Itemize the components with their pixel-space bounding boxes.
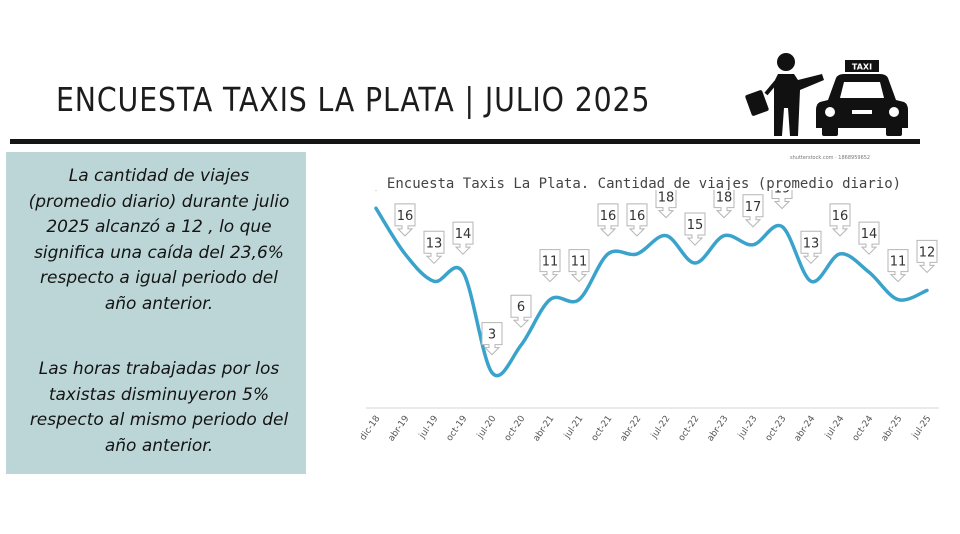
- data-label: 18: [655, 190, 677, 219]
- data-label-text: 19: [774, 190, 791, 197]
- x-tick-label: jul-24: [823, 414, 846, 442]
- data-label-callout: [423, 230, 445, 265]
- data-label: 13: [800, 230, 822, 265]
- x-tick-label: oct-22: [677, 414, 702, 443]
- data-label-text: 11: [890, 255, 907, 270]
- data-label-text: 18: [658, 191, 675, 206]
- x-tick-label: jul-25: [910, 414, 933, 441]
- data-label-text: 14: [861, 227, 878, 242]
- x-tick-label: jul-20: [475, 414, 498, 442]
- data-label-callout: [916, 239, 938, 274]
- page-title: ENCUESTA TAXIS LA PLATA | JULIO 2025: [56, 80, 651, 119]
- data-label-text: 17: [745, 200, 762, 215]
- data-label-callout: [887, 249, 909, 283]
- data-label-text: 18: [716, 191, 733, 206]
- x-tick-label: abr-19: [387, 414, 412, 444]
- data-label: 15: [684, 212, 706, 246]
- x-tick-label: oct-23: [764, 414, 789, 443]
- x-tick-label: jul-22: [649, 414, 672, 441]
- data-label-callout: [452, 221, 474, 255]
- data-label-text: 16: [629, 209, 646, 224]
- data-label-text: 3: [488, 328, 496, 343]
- summary-hours-text: Las horas trabajadas por los taxistas di…: [29, 359, 289, 456]
- x-tick-label: jul-23: [736, 414, 759, 441]
- data-label-callout: [394, 203, 416, 237]
- data-label: 18: [713, 190, 735, 219]
- data-label: 19: [771, 190, 793, 210]
- data-label-callout: [481, 322, 503, 356]
- data-label: 12: [916, 239, 938, 274]
- x-tick-label: abr-22: [619, 414, 644, 444]
- data-label: 16: [394, 203, 416, 237]
- data-label-callout: [510, 294, 532, 328]
- x-tick-label: abr-25: [880, 414, 905, 444]
- series-line: [374, 206, 929, 378]
- data-label-text: 12: [919, 245, 936, 260]
- data-label: 13: [423, 230, 445, 265]
- data-label: 14: [858, 221, 880, 255]
- data-label: 3: [481, 322, 503, 356]
- data-label: 11: [568, 249, 590, 283]
- header-divider: [10, 139, 920, 144]
- x-tick-label: jul-19: [417, 414, 440, 442]
- data-label: 14: [452, 221, 474, 255]
- trips-line-chart: 21161314361111161618151817191316141112di…: [358, 190, 939, 444]
- x-tick-label: oct-20: [503, 414, 528, 443]
- data-label-callout: [713, 190, 735, 219]
- data-label-text: 16: [832, 209, 849, 224]
- data-label: 11: [539, 249, 561, 283]
- data-label-text: 15: [687, 218, 704, 233]
- data-label: 16: [626, 203, 648, 237]
- x-tick-label: oct-19: [445, 414, 470, 443]
- taxi-passenger-icon: TAXI: [745, 53, 908, 136]
- data-label-callout: [626, 203, 648, 237]
- data-label-callout: [655, 190, 677, 219]
- data-label-text: 11: [571, 255, 588, 270]
- taxi-sign-text: TAXI: [852, 63, 872, 72]
- watermark: shutterstock.com · 1868959652: [790, 155, 871, 161]
- x-tick-label: oct-21: [590, 414, 615, 443]
- data-label-text: 13: [426, 236, 443, 251]
- data-label: 11: [887, 249, 909, 283]
- data-label: 6: [510, 294, 532, 328]
- data-label: 16: [597, 203, 619, 237]
- summary-trips-text: La cantidad de viajes (promedio diario) …: [28, 166, 290, 314]
- data-label-callout: [800, 230, 822, 265]
- data-label-text: 16: [600, 209, 617, 224]
- data-label-text: 13: [803, 236, 820, 251]
- chart-title: Encuesta Taxis La Plata. Cantidad de via…: [386, 176, 902, 192]
- data-label-callout: [539, 249, 561, 283]
- x-tick-label: dic-18: [358, 414, 382, 443]
- data-label-text: 14: [455, 227, 472, 242]
- data-label-callout: [684, 212, 706, 246]
- x-tick-label: oct-24: [851, 414, 876, 443]
- data-label-callout: [597, 203, 619, 237]
- x-tick-label: abr-23: [706, 414, 731, 444]
- data-label: 17: [742, 194, 764, 228]
- data-label-callout: [858, 221, 880, 255]
- x-tick-label: abr-21: [532, 414, 557, 444]
- x-tick-label: jul-21: [562, 414, 585, 441]
- data-label-text: 11: [542, 255, 559, 270]
- data-label-text: 6: [517, 300, 525, 315]
- data-label-text: 16: [397, 209, 414, 224]
- data-label-callout: [829, 203, 851, 237]
- data-label-callout: [742, 194, 764, 228]
- info-panel: La cantidad de viajes (promedio diario) …: [6, 152, 306, 474]
- data-label: 16: [829, 203, 851, 237]
- data-label-callout: [568, 249, 590, 283]
- x-tick-label: abr-24: [793, 414, 818, 444]
- data-label-callout: [771, 190, 793, 210]
